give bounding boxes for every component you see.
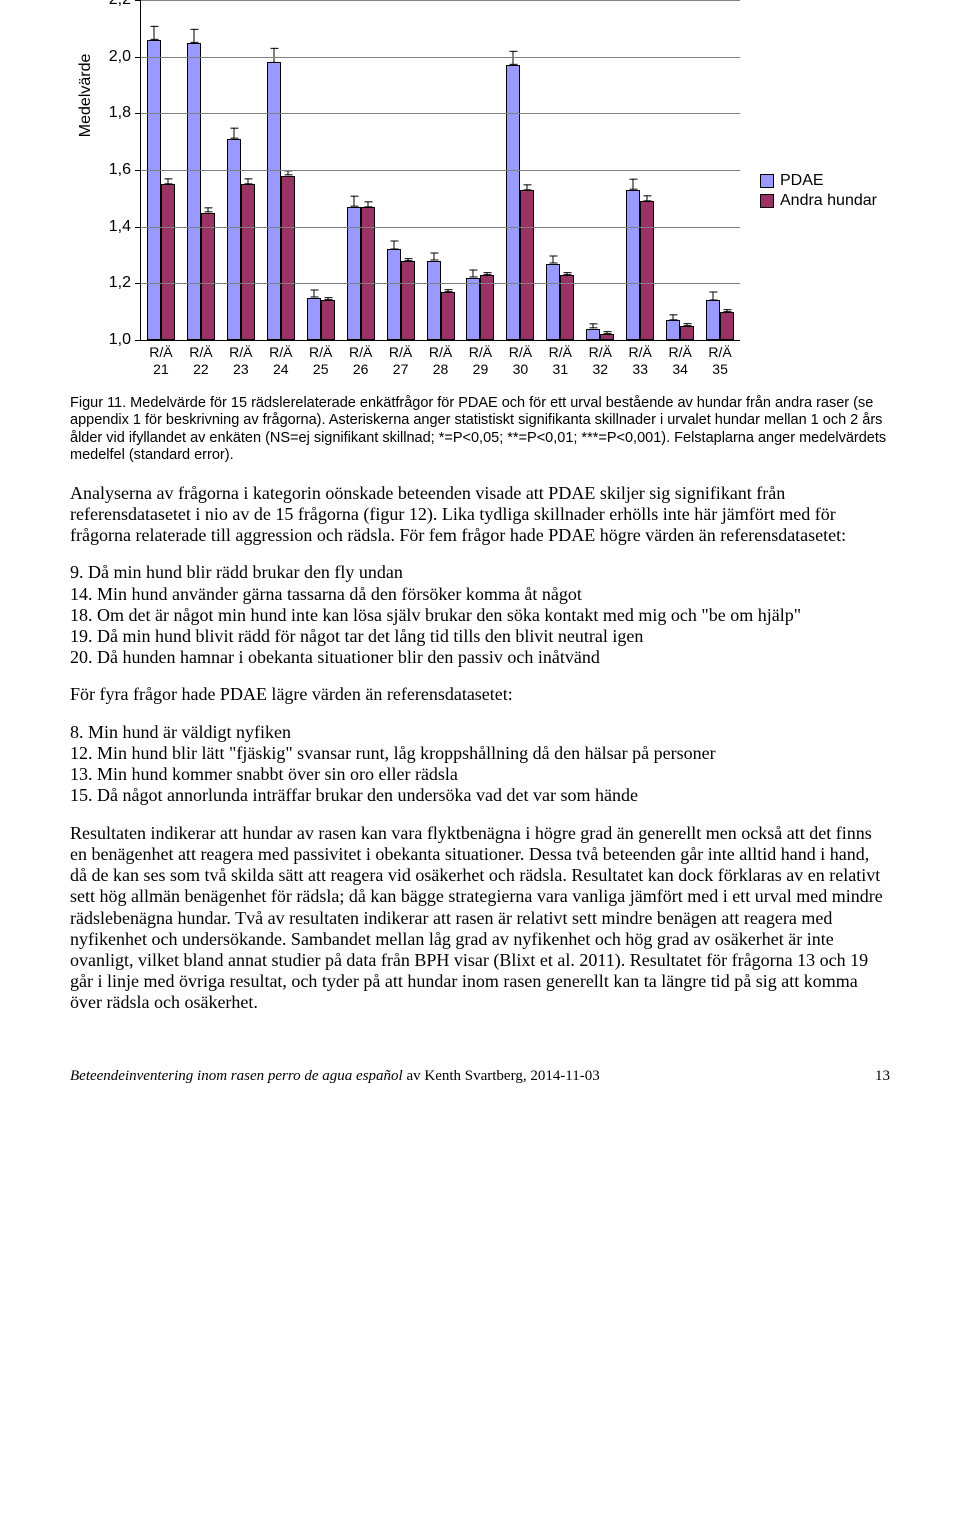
y-axis-label: Medelvärde bbox=[77, 54, 95, 138]
footer-author: av Kenth Svartberg, 2014-11-03 bbox=[406, 1068, 599, 1084]
figure-11-caption: Figur 11. Medelvärde för 15 rädslerelate… bbox=[70, 395, 890, 465]
list-item-8: 8. Min hund är väldigt nyfiken bbox=[70, 722, 890, 743]
list-item-19: 19. Då min hund blivit rädd för något ta… bbox=[70, 626, 890, 647]
footer-page-number: 13 bbox=[875, 1068, 890, 1085]
list-item-13: 13. Min hund kommer snabbt över sin oro … bbox=[70, 764, 890, 785]
footer-text: Beteendeinventering inom rasen perro de … bbox=[70, 1068, 600, 1085]
body-paragraph-3: Resultaten indikerar att hundar av rasen… bbox=[70, 823, 890, 1014]
legend-entry-pdae: PDAE bbox=[760, 172, 890, 190]
legend-label-andra: Andra hundar bbox=[780, 192, 877, 210]
chart-plot-box: Medelvärde ***R/Ä21***R/Ä22NSR/Ä23NSR/Ä2… bbox=[70, 0, 740, 381]
chart-legend: PDAE Andra hundar bbox=[760, 170, 890, 212]
legend-label-pdae: PDAE bbox=[780, 172, 824, 190]
legend-entry-andra: Andra hundar bbox=[760, 192, 890, 210]
list-item-18: 18. Om det är något min hund inte kan lö… bbox=[70, 605, 890, 626]
footer-doc-title: Beteendeinventering inom rasen perro de … bbox=[70, 1068, 403, 1084]
list-item-20: 20. Då hunden hamnar i obekanta situatio… bbox=[70, 647, 890, 668]
list-item-12: 12. Min hund blir lätt "fjäskig" svansar… bbox=[70, 743, 890, 764]
list-lower-values: 8. Min hund är väldigt nyfiken 12. Min h… bbox=[70, 722, 890, 807]
list-item-14: 14. Min hund använder gärna tassarna då … bbox=[70, 584, 890, 605]
list-item-15: 15. Då något annorlunda inträffar brukar… bbox=[70, 785, 890, 806]
list-higher-values: 9. Då min hund blir rädd brukar den fly … bbox=[70, 562, 890, 668]
page-footer: Beteendeinventering inom rasen perro de … bbox=[70, 1068, 890, 1085]
body-paragraph-1: Analyserna av frågorna i kategorin oönsk… bbox=[70, 483, 890, 547]
legend-swatch-pdae bbox=[760, 174, 774, 188]
legend-swatch-andra bbox=[760, 194, 774, 208]
list-item-9: 9. Då min hund blir rädd brukar den fly … bbox=[70, 562, 890, 583]
body-paragraph-2: För fyra frågor hade PDAE lägre värden ä… bbox=[70, 684, 890, 705]
figure-11-chart: Medelvärde ***R/Ä21***R/Ä22NSR/Ä23NSR/Ä2… bbox=[70, 0, 890, 381]
